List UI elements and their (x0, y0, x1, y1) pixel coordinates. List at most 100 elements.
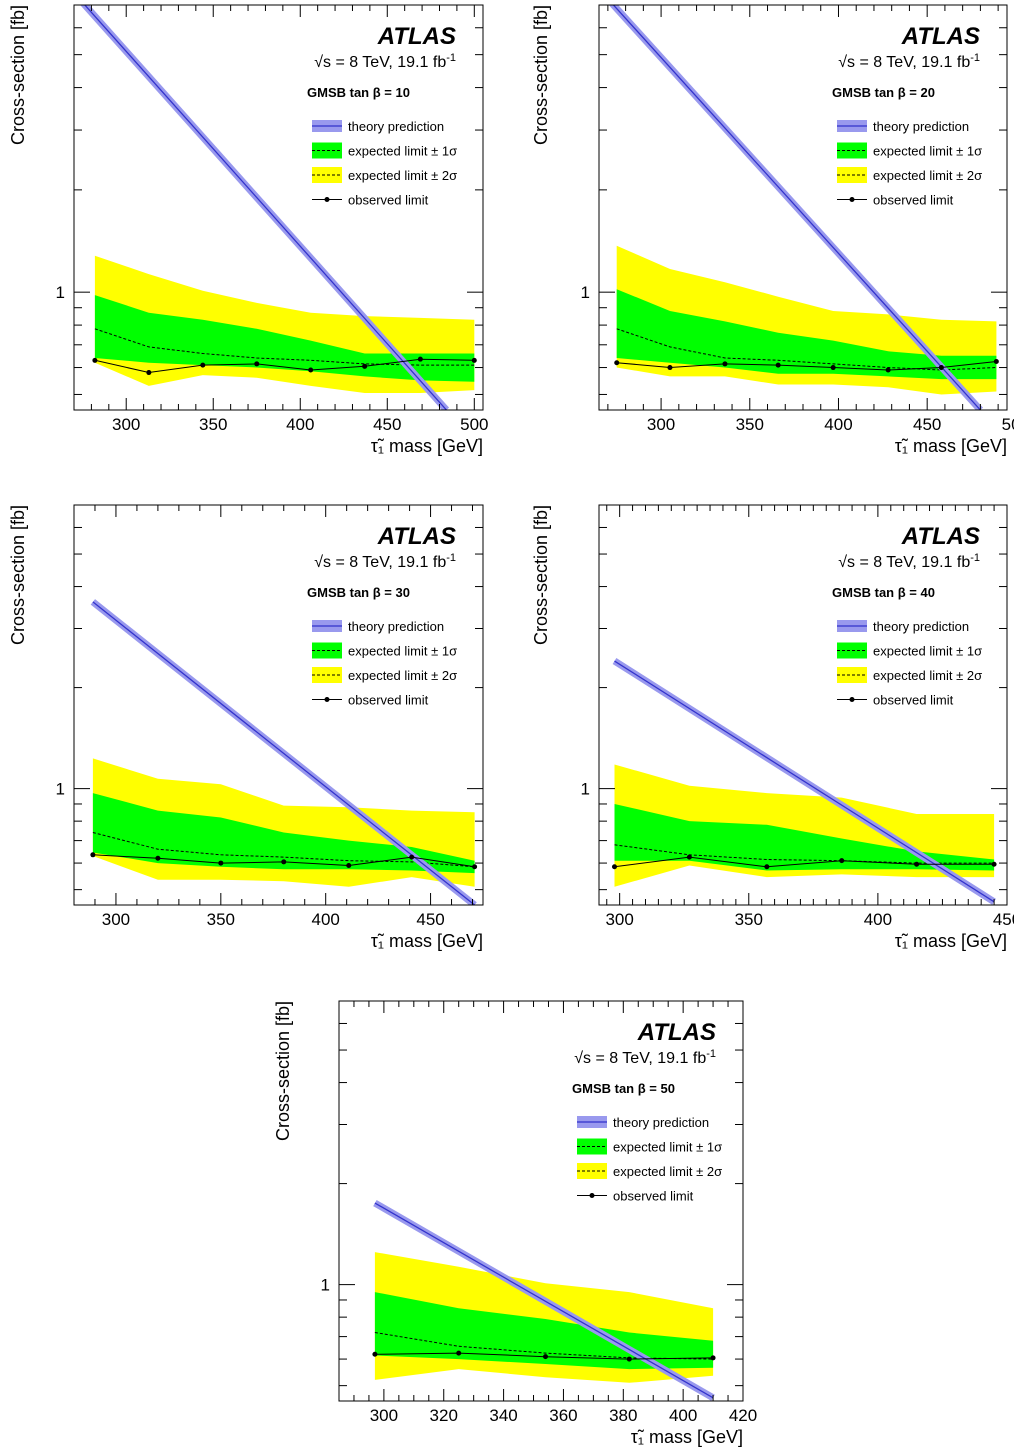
observed-point (308, 367, 314, 373)
y-tick-label: 1 (581, 283, 590, 302)
experiment-label: ATLAS (901, 23, 980, 50)
observed-point (710, 1355, 716, 1361)
scenario-label: GMSB tan β = 50 (572, 1081, 675, 1096)
observed-point (993, 359, 999, 365)
x-tick-label: 350 (735, 910, 763, 929)
legend: theory prediction expected limit ± 1σ expe… (312, 119, 457, 208)
x-tick-label: 450 (993, 910, 1014, 929)
expected-limit-line (92, 832, 475, 868)
x-tick-label: 500 (1002, 415, 1014, 434)
observed-point (471, 357, 477, 363)
observed-point (614, 360, 620, 366)
y-tick-label: 1 (581, 780, 590, 799)
legend: theory prediction expected limit ± 1σ expe… (837, 119, 982, 208)
expected-limit-line (616, 328, 997, 371)
observed-point (686, 854, 692, 860)
legend-2sigma-label: expected limit ± 2σ (348, 168, 457, 183)
observed-point (722, 361, 728, 367)
observed-point (775, 362, 781, 368)
observed-point (90, 852, 96, 858)
x-tick-label: 400 (286, 415, 314, 434)
y-axis-title: Cross-section [fb] (531, 5, 551, 145)
chart-panel-2: 300 350 400 450 500 1 τ̃₁ mass [GeV] Cross-sect… (531, 4, 1014, 456)
x-tick-label: 350 (736, 415, 764, 434)
legend-1sigma-label: expected limit ± 1σ (873, 644, 982, 659)
plot-area (80, 5, 477, 410)
legend-1sigma-label: expected limit ± 1σ (613, 1140, 722, 1155)
experiment-label: ATLAS (901, 523, 980, 550)
observed-point (254, 361, 260, 367)
observed-point (92, 357, 98, 363)
x-tick-label: 360 (549, 1406, 577, 1425)
scenario-label: GMSB tan β = 10 (307, 85, 410, 100)
x-tick-label: 400 (864, 910, 892, 929)
x-tick-label: 420 (729, 1406, 757, 1425)
legend-theory-label: theory prediction (348, 119, 444, 134)
observed-limit-line (616, 361, 997, 371)
legend: theory prediction expected limit ± 1σ expe… (312, 619, 457, 708)
legend-2sigma-label: expected limit ± 2σ (873, 668, 982, 683)
plot-area (608, 5, 999, 410)
legend-2sigma-label: expected limit ± 2σ (348, 668, 457, 683)
legend-observed-label: observed limit (348, 693, 429, 708)
legend-observed-label: observed limit (613, 1189, 694, 1204)
observed-point (991, 861, 997, 867)
x-tick-label: 450 (416, 910, 444, 929)
lumi-exponent: -1 (706, 1048, 716, 1060)
plot-frame (73, 504, 484, 906)
energy-lumi-label: √s = 8 TeV, 19.1 fb-1 (838, 552, 980, 571)
chart-panel-3: 300 350 400 450 1 τ̃₁ mass [GeV] Cross-section… (8, 504, 484, 951)
observed-point (146, 370, 152, 376)
legend-1sigma-label: expected limit ± 1σ (873, 144, 982, 159)
x-tick-label: 450 (913, 415, 941, 434)
y-axis-title: Cross-section [fb] (531, 505, 551, 645)
theory-line (83, 5, 447, 410)
y-axis-title: Cross-section [fb] (273, 1001, 293, 1141)
x-tick-label: 350 (207, 910, 235, 929)
y-tick-label: 1 (56, 283, 65, 302)
experiment-label: ATLAS (637, 1019, 716, 1046)
observed-point (764, 864, 770, 870)
observed-point (155, 855, 161, 861)
observed-point (626, 1356, 632, 1362)
x-tick-label: 340 (489, 1406, 517, 1425)
legend-1sigma-label: expected limit ± 1σ (348, 144, 457, 159)
x-tick-label: 300 (102, 910, 130, 929)
observed-point (938, 365, 944, 371)
legend-observed-marker (849, 197, 855, 202)
plot-area (90, 599, 478, 905)
x-tick-label: 400 (824, 415, 852, 434)
x-axis-title: τ̃₁ mass [GeV] (371, 436, 483, 456)
legend: theory prediction expected limit ± 1σ expe… (577, 1115, 722, 1204)
scenario-label: GMSB tan β = 30 (307, 585, 410, 600)
energy-lumi-label: √s = 8 TeV, 19.1 fb-1 (574, 1048, 716, 1067)
legend-theory-label: theory prediction (873, 619, 969, 634)
x-axis-title: τ̃₁ mass [GeV] (895, 436, 1007, 456)
y-axis-title: Cross-section [fb] (8, 5, 28, 145)
plot-frame (73, 4, 484, 411)
x-axis-title: τ̃₁ mass [GeV] (631, 1427, 743, 1447)
legend-observed-label: observed limit (348, 193, 429, 208)
band-1sigma (94, 295, 475, 382)
legend-observed-marker (324, 697, 330, 702)
observed-point (667, 365, 673, 371)
legend-2sigma-label: expected limit ± 2σ (873, 168, 982, 183)
x-tick-label: 320 (430, 1406, 458, 1425)
legend-observed-marker (849, 697, 855, 702)
x-tick-label: 300 (605, 910, 633, 929)
plot-area (611, 658, 997, 905)
observed-point (409, 854, 415, 860)
x-axis-title: τ̃₁ mass [GeV] (371, 931, 483, 951)
observed-point (456, 1350, 462, 1356)
legend-theory-label: theory prediction (613, 1115, 709, 1130)
observed-point (885, 367, 891, 373)
theory-line (374, 1202, 714, 1399)
x-tick-label: 350 (199, 415, 227, 434)
legend-1sigma-label: expected limit ± 1σ (348, 644, 457, 659)
y-tick-label: 1 (56, 780, 65, 799)
plot-frame (338, 1000, 744, 1402)
x-tick-label: 500 (460, 415, 488, 434)
observed-point (218, 860, 224, 866)
observed-point (346, 863, 352, 869)
lumi-exponent: -1 (446, 552, 456, 564)
